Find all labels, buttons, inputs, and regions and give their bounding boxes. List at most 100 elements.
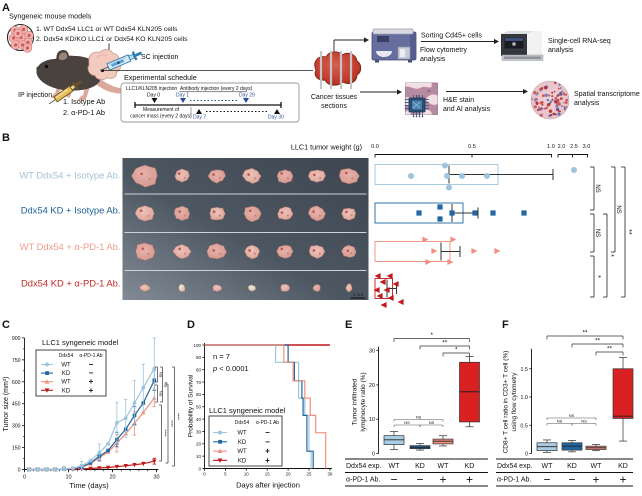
svg-text:IP injection: IP injection [18,92,52,99]
svg-text:Day 1: Day 1 [176,93,189,99]
svg-text:30: 30 [369,349,375,355]
svg-text:WT: WT [389,463,401,470]
svg-text:+: + [89,386,94,395]
svg-text:1.5: 1.5 [520,367,528,373]
svg-text:1 cm: 1 cm [353,292,363,298]
svg-text:1. Isotype Ab: 1. Isotype Ab [63,97,105,106]
svg-text:Ddx54: Ddx54 [235,420,250,426]
svg-text:KD: KD [618,463,628,470]
svg-text:NS: NS [429,420,435,425]
svg-text:+: + [265,456,270,465]
svg-text:**: ** [607,346,613,353]
svg-text:0: 0 [525,452,528,458]
svg-text:Spatial transcriptome: Spatial transcriptome [574,91,640,98]
svg-text:−: − [416,473,423,487]
svg-text:E: E [345,319,352,331]
svg-text:−: − [265,428,270,437]
svg-text:α-PD-1 Ab.: α-PD-1 Ab. [346,477,380,484]
svg-text:30: 30 [327,471,332,476]
svg-text:cancer mass (every 2 days): cancer mass (every 2 days) [130,114,192,120]
svg-text:NS: NS [404,420,410,425]
svg-text:NS: NS [569,413,575,418]
svg-text:−: − [89,369,94,378]
svg-text:WT Ddx54 + Isotype Ab.: WT Ddx54 + Isotype Ab. [19,170,120,181]
svg-text:+: + [265,447,270,456]
svg-text:−: − [543,473,550,487]
svg-text:SC injection: SC injection [141,54,178,61]
svg-text:25: 25 [307,471,312,476]
svg-text:NS: NS [159,391,164,397]
svg-text:10: 10 [65,475,71,481]
svg-text:Ddx54 exp.: Ddx54 exp. [346,463,381,470]
svg-text:WT: WT [237,431,247,437]
svg-text:KD: KD [238,440,247,446]
svg-text:NS: NS [615,205,621,213]
svg-text:C: C [2,319,10,331]
svg-text:LLC1 syngeneic model: LLC1 syngeneic model [209,406,286,415]
svg-text:40: 40 [196,417,202,422]
svg-text:KD: KD [567,463,577,470]
svg-text:Ddx54: Ddx54 [59,353,74,359]
svg-text:*: * [455,347,458,354]
svg-text:+: + [89,377,94,386]
svg-text:KD: KD [415,463,425,470]
svg-text:50: 50 [196,405,202,410]
svg-text:0: 0 [372,452,375,458]
svg-text:Antibody injection (every 2 da: Antibody injection (every 2 days) [180,86,253,92]
svg-text:10: 10 [244,471,249,476]
svg-text:20: 20 [196,442,202,447]
svg-text:NS: NS [594,184,600,192]
svg-text:Sorting Cd45+ cells: Sorting Cd45+ cells [421,33,482,40]
svg-text:CD8+ T cell ratio in CD3+ T ce: CD8+ T cell ratio in CD3+ T cell (%) [503,351,510,454]
svg-text:WT: WT [542,463,554,470]
svg-text:10: 10 [196,454,202,459]
svg-text:−: − [390,473,397,487]
svg-text:F: F [502,319,509,331]
svg-text:90: 90 [196,355,202,360]
svg-text:Ddx54 KD + α-PD-1 Ab.: Ddx54 KD + α-PD-1 Ab. [21,278,120,289]
svg-text:lymphocyte ratio (%): lymphocyte ratio (%) [360,372,367,431]
svg-text:LLC1/KLN205 injection: LLC1/KLN205 injection [126,86,177,92]
svg-text:2. Ddx54 KD/KO LLC1 or Ddx54 K: 2. Ddx54 KD/KO LLC1 or Ddx54 KO KLN205 c… [36,36,188,43]
svg-text:Single-cell RNA-seq: Single-cell RNA-seq [548,38,611,45]
svg-text:α-PD-1 Ab: α-PD-1 Ab [256,420,279,426]
svg-text:**: ** [595,338,601,345]
svg-text:analysis: analysis [420,56,446,63]
svg-text:KD: KD [238,458,247,464]
svg-text:0.5: 0.5 [520,423,528,429]
svg-text:2.0: 2.0 [558,144,566,150]
svg-text:**: ** [442,340,448,347]
svg-text:1. WT Ddx54 LLC1 or WT Ddx54 K: 1. WT Ddx54 LLC1 or WT Ddx54 KLN205 cell… [36,26,178,33]
svg-text:**: ** [582,330,588,337]
svg-text:A: A [2,2,10,14]
svg-text:****: **** [176,413,181,420]
svg-text:60: 60 [196,392,202,397]
svg-text:KD: KD [465,463,475,470]
svg-text:15: 15 [265,471,270,476]
svg-text:100: 100 [193,343,201,348]
svg-text:600: 600 [12,380,21,386]
svg-text:750: 750 [12,358,21,364]
svg-text:0: 0 [23,475,26,481]
svg-text:analysis: analysis [574,100,600,107]
svg-text:α-PD-1 Ab: α-PD-1 Ab [79,353,102,359]
svg-text:Ddx54 exp.: Ddx54 exp. [497,463,532,470]
svg-text:Tumor size (mm³): Tumor size (mm³) [3,377,10,432]
svg-text:*: * [594,275,601,278]
svg-text:Ddx54 KD + Isotype Ab.: Ddx54 KD + Isotype Ab. [21,205,121,216]
svg-text:3.0: 3.0 [583,144,591,150]
svg-text:Tumor infiltrated: Tumor infiltrated [352,378,359,425]
svg-text:Day 7: Day 7 [193,115,206,121]
svg-text:70: 70 [196,380,202,385]
svg-text:D: D [187,319,195,331]
svg-text:WT: WT [61,363,71,369]
svg-text:WT Ddx54 + α-PD-1 Ab.: WT Ddx54 + α-PD-1 Ab. [20,241,121,252]
svg-text:20: 20 [369,383,375,389]
svg-text:0.0: 0.0 [371,144,379,150]
svg-text:Measurement of: Measurement of [143,107,180,113]
svg-text:**: ** [625,229,632,235]
svg-text:150: 150 [12,446,21,452]
svg-text:300: 300 [12,424,21,430]
svg-text:0: 0 [198,466,201,471]
svg-text:2.5: 2.5 [570,144,578,150]
